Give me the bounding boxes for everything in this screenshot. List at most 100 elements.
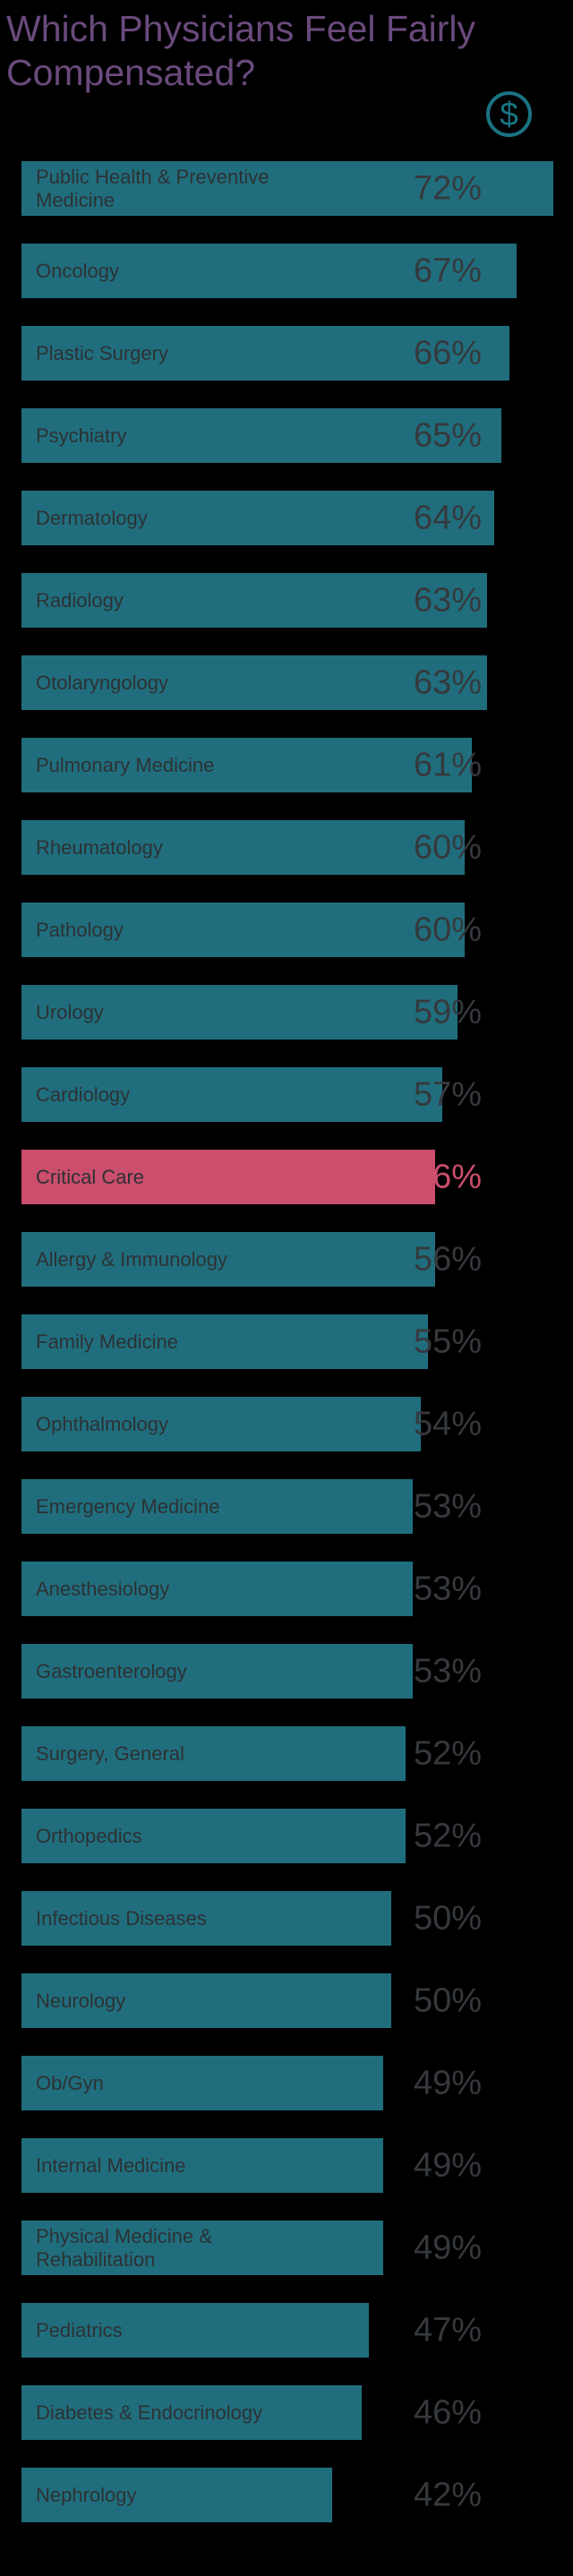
bar-row: Cardiology 57% <box>0 1067 573 1122</box>
bar: Gastroenterology <box>21 1644 413 1699</box>
bar-label: Plastic Surgery <box>36 341 168 364</box>
bar-row: Ob/Gyn 49% <box>0 2056 573 2110</box>
bar-row: Public Health & Preventive Medicine 72% <box>0 161 573 216</box>
bar-row: Family Medicine 55% <box>0 1314 573 1369</box>
bar: Anesthesiology <box>21 1562 413 1616</box>
bar-value: 54% <box>414 1405 483 1442</box>
bar-value: 65% <box>414 416 483 454</box>
dollar-icon: $ <box>486 91 532 137</box>
bar-row: Diabetes & Endocrinology 46% <box>0 2385 573 2440</box>
bar: Psychiatry <box>21 408 501 463</box>
bar: Neurology <box>21 1973 391 2028</box>
bar-value: 49% <box>414 2064 483 2101</box>
bar: Ophthalmology <box>21 1397 421 1451</box>
bar-label: Diabetes & Endocrinology <box>36 2401 263 2424</box>
bar-label: Pulmonary Medicine <box>36 753 215 776</box>
bar-label: Rheumatology <box>36 835 163 859</box>
bar-label: Internal Medicine <box>36 2153 186 2177</box>
bar-label: Anesthesiology <box>36 1577 170 1600</box>
bar-label: Oncology <box>36 259 119 282</box>
bar-label: Otolaryngology <box>36 671 168 694</box>
bar: Urology <box>21 985 458 1040</box>
bar-label: Dermatology <box>36 506 148 529</box>
bar-row: Infectious Diseases 50% <box>0 1891 573 1946</box>
bar-value: 53% <box>414 1652 483 1690</box>
bar-row: Internal Medicine 49% <box>0 2138 573 2193</box>
chart-title-line1: Which Physicians Feel Fairly <box>6 8 476 49</box>
bar-value: 72% <box>414 169 483 207</box>
bar-label: Urology <box>36 1000 104 1023</box>
bar-row: Psychiatry 65% <box>0 408 573 463</box>
bar-row: Radiology 63% <box>0 573 573 628</box>
bar-label: Orthopedics <box>36 1824 142 1847</box>
bar-label: Nephrology <box>36 2483 137 2506</box>
bar-label: Pathology <box>36 918 124 941</box>
bar-label: Surgery, General <box>36 1742 184 1765</box>
bar-label: Pediatrics <box>36 2318 123 2341</box>
bar-row: Gastroenterology 53% <box>0 1644 573 1699</box>
bar-row: Oncology 67% <box>0 244 573 298</box>
bar-value: 50% <box>414 1899 483 1937</box>
bar: Physical Medicine & Rehabilitation <box>21 2221 383 2275</box>
bar-value: 60% <box>414 828 483 866</box>
bar-value: 57% <box>414 1075 483 1113</box>
bar-value: 56% <box>414 1240 483 1278</box>
bar-row: Rheumatology 60% <box>0 820 573 875</box>
bar-label: Ophthalmology <box>36 1412 168 1435</box>
bar: Plastic Surgery <box>21 326 509 381</box>
bar: Rheumatology <box>21 820 465 875</box>
bar-row: Plastic Surgery 66% <box>0 326 573 381</box>
bar-label: Infectious Diseases <box>36 1906 207 1930</box>
bar-label: Emergency Medicine <box>36 1494 220 1518</box>
bar-value: 67% <box>414 252 483 289</box>
bar-value: 55% <box>414 1322 483 1360</box>
bar-label: Ob/Gyn <box>36 2071 104 2094</box>
bar-row: Orthopedics 52% <box>0 1809 573 1863</box>
bar-label: Cardiology <box>36 1083 131 1106</box>
bar: Otolaryngology <box>21 655 487 710</box>
bar-label: Physical Medicine & Rehabilitation <box>36 2224 212 2271</box>
bar-row: Anesthesiology 53% <box>0 1562 573 1616</box>
bar: Pediatrics <box>21 2303 369 2358</box>
bar-value: 49% <box>414 2229 483 2266</box>
bar-value: 42% <box>414 2476 483 2513</box>
bar-row: Surgery, General 52% <box>0 1726 573 1781</box>
bar-value: 46% <box>414 2393 483 2431</box>
bar-value: 63% <box>414 663 483 701</box>
bar: Oncology <box>21 244 517 298</box>
bar-row: Physical Medicine & Rehabilitation 49% <box>0 2221 573 2275</box>
bar-value: 59% <box>414 993 483 1031</box>
bar-row: Critical Care 56% <box>0 1150 573 1204</box>
bar: Radiology <box>21 573 487 628</box>
chart-title: Which Physicians Feel Fairly Compensated… <box>6 7 475 95</box>
bar-label: Allergy & Immunology <box>36 1247 227 1271</box>
bar: Family Medicine <box>21 1314 428 1369</box>
bar-row: Pulmonary Medicine 61% <box>0 738 573 792</box>
bar-row: Pathology 60% <box>0 903 573 957</box>
bar: Nephrology <box>21 2468 332 2522</box>
bar-row: Dermatology 64% <box>0 491 573 545</box>
bar-value: 49% <box>414 2146 483 2184</box>
bar-value: 60% <box>414 911 483 948</box>
dollar-icon-symbol: $ <box>500 95 518 133</box>
bar-value: 52% <box>414 1817 483 1854</box>
bar-value: 64% <box>414 499 483 536</box>
bar-value: 47% <box>414 2311 483 2349</box>
bar-chart: Public Health & Preventive Medicine 72% On… <box>0 161 573 2550</box>
bar: Ob/Gyn <box>21 2056 383 2110</box>
bar-value: 61% <box>414 746 483 783</box>
bar-row: Allergy & Immunology 56% <box>0 1232 573 1287</box>
bar-row: Nephrology 42% <box>0 2468 573 2522</box>
bar-label: Psychiatry <box>36 424 127 447</box>
bar-value: 63% <box>414 581 483 619</box>
bar-value: 53% <box>414 1487 483 1525</box>
bar-row: Urology 59% <box>0 985 573 1040</box>
bar-row: Emergency Medicine 53% <box>0 1479 573 1534</box>
bar-value: 53% <box>414 1570 483 1607</box>
bar: Public Health & Preventive Medicine <box>21 161 553 216</box>
bar: Pulmonary Medicine <box>21 738 472 792</box>
bar-row: Neurology 50% <box>0 1973 573 2028</box>
bar-value: 56% <box>414 1158 483 1195</box>
bar: Orthopedics <box>21 1809 406 1863</box>
